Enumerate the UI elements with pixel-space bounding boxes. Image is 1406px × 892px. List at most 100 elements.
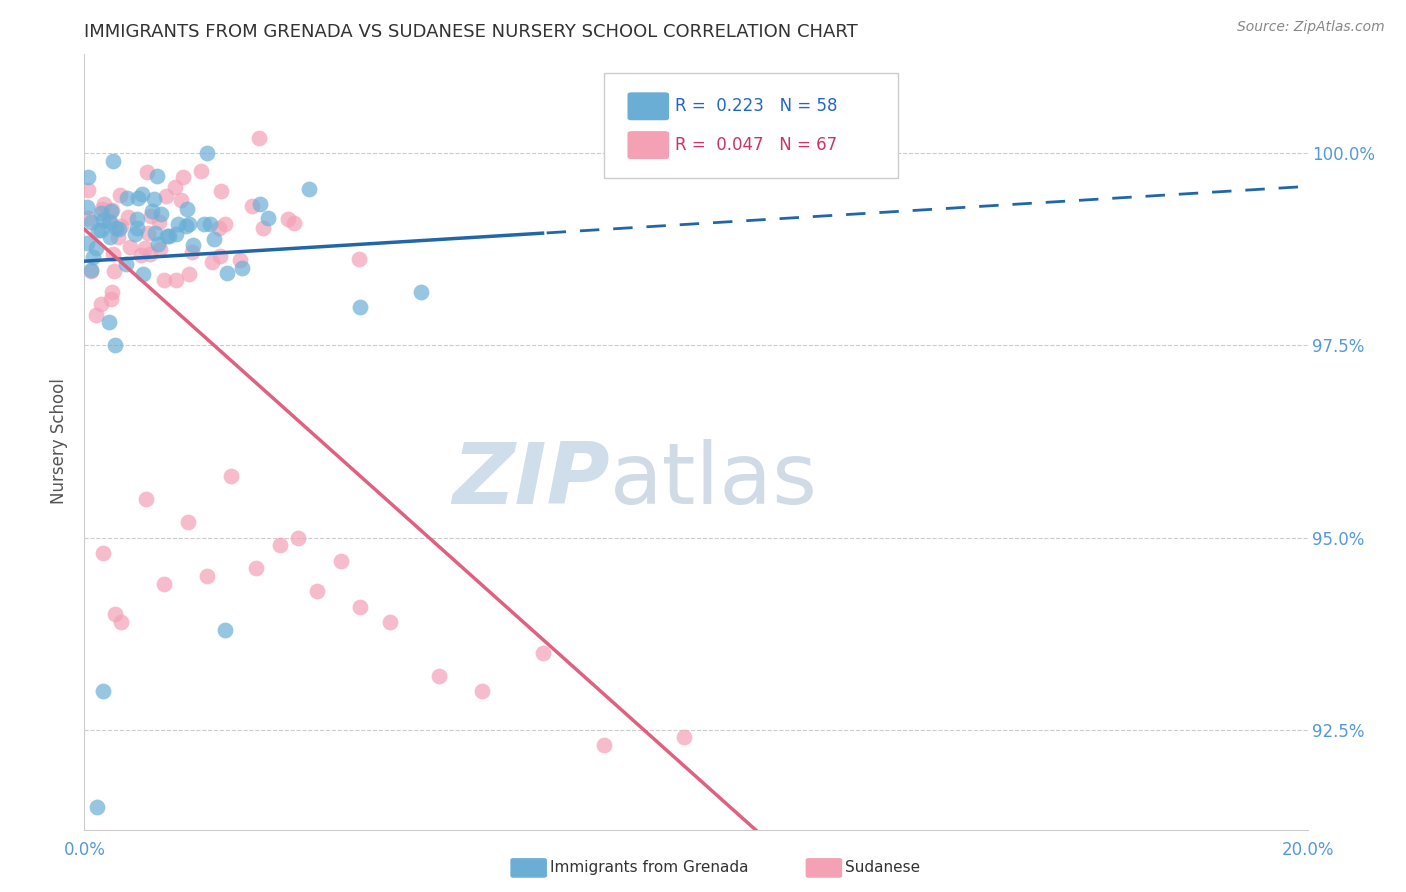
- Point: [97, 315, 120, 329]
- Point: [86, 799, 108, 814]
- Point: [141, 204, 163, 219]
- Text: Immigrants from Grenada: Immigrants from Grenada: [550, 861, 748, 875]
- Point: [127, 191, 149, 205]
- Point: [100, 292, 122, 306]
- Point: [380, 615, 402, 629]
- Point: [142, 192, 165, 206]
- Point: [170, 193, 193, 207]
- Point: [101, 247, 124, 261]
- Point: [214, 217, 236, 231]
- Point: [347, 252, 370, 266]
- Point: [145, 169, 167, 183]
- Point: [156, 229, 179, 244]
- Point: [127, 221, 149, 235]
- Point: [231, 260, 253, 275]
- Point: [87, 222, 110, 236]
- Point: [117, 211, 139, 225]
- Point: [129, 248, 152, 262]
- Point: [82, 251, 104, 265]
- Point: [214, 623, 236, 637]
- Point: [256, 211, 278, 225]
- Point: [98, 215, 121, 229]
- Point: [172, 170, 194, 185]
- Text: Sudanese: Sudanese: [845, 861, 920, 875]
- Point: [252, 221, 274, 235]
- Point: [76, 200, 98, 214]
- Point: [190, 164, 212, 178]
- Point: [98, 230, 121, 244]
- Point: [110, 615, 132, 629]
- Text: ZIP: ZIP: [453, 439, 610, 522]
- Point: [107, 229, 129, 244]
- Point: [287, 531, 309, 545]
- Point: [157, 229, 180, 244]
- Point: [84, 241, 107, 255]
- Text: R =  0.223   N = 58: R = 0.223 N = 58: [675, 97, 838, 115]
- Point: [100, 285, 122, 299]
- Text: R =  0.047   N = 67: R = 0.047 N = 67: [675, 136, 838, 154]
- Point: [134, 241, 156, 255]
- Point: [103, 263, 125, 277]
- Point: [100, 203, 122, 218]
- Text: Source: ZipAtlas.com: Source: ZipAtlas.com: [1237, 20, 1385, 34]
- Point: [228, 253, 250, 268]
- Point: [179, 217, 201, 231]
- Y-axis label: Nursery School: Nursery School: [51, 378, 69, 505]
- Point: [202, 232, 225, 246]
- Point: [240, 199, 263, 213]
- Point: [153, 272, 176, 286]
- Point: [110, 219, 132, 234]
- Point: [269, 538, 291, 552]
- Point: [141, 209, 163, 223]
- FancyBboxPatch shape: [627, 93, 669, 120]
- Text: atlas: atlas: [610, 439, 818, 522]
- Point: [104, 607, 127, 622]
- Point: [135, 492, 157, 507]
- Point: [80, 263, 103, 277]
- Point: [115, 257, 138, 271]
- Point: [143, 226, 166, 240]
- Text: 0.0%: 0.0%: [63, 841, 105, 859]
- Point: [91, 202, 114, 216]
- Point: [153, 576, 176, 591]
- Point: [215, 266, 238, 280]
- Point: [593, 738, 616, 752]
- Point: [139, 246, 162, 260]
- Point: [135, 165, 157, 179]
- Point: [471, 684, 494, 698]
- Point: [76, 236, 98, 251]
- Point: [219, 469, 242, 483]
- Point: [93, 197, 115, 211]
- Point: [101, 154, 124, 169]
- Point: [165, 273, 187, 287]
- Point: [208, 220, 231, 235]
- Point: [283, 216, 305, 230]
- Point: [115, 191, 138, 205]
- Point: [108, 187, 131, 202]
- Point: [148, 215, 170, 229]
- Point: [181, 237, 204, 252]
- Point: [330, 554, 353, 568]
- Text: 20.0%: 20.0%: [1281, 841, 1334, 859]
- Point: [201, 255, 224, 269]
- Point: [409, 285, 432, 299]
- Point: [91, 546, 114, 560]
- Point: [101, 202, 124, 217]
- Point: [131, 268, 153, 282]
- Point: [195, 146, 218, 161]
- Point: [195, 569, 218, 583]
- Point: [177, 268, 200, 282]
- Point: [208, 249, 231, 263]
- Point: [176, 202, 198, 217]
- Point: [150, 207, 173, 221]
- Point: [77, 169, 100, 184]
- Point: [125, 212, 148, 227]
- Point: [107, 222, 129, 236]
- Point: [209, 184, 232, 198]
- Point: [531, 646, 554, 660]
- Point: [198, 217, 221, 231]
- Point: [193, 217, 215, 231]
- Point: [120, 240, 142, 254]
- FancyBboxPatch shape: [627, 131, 669, 159]
- Point: [105, 221, 128, 235]
